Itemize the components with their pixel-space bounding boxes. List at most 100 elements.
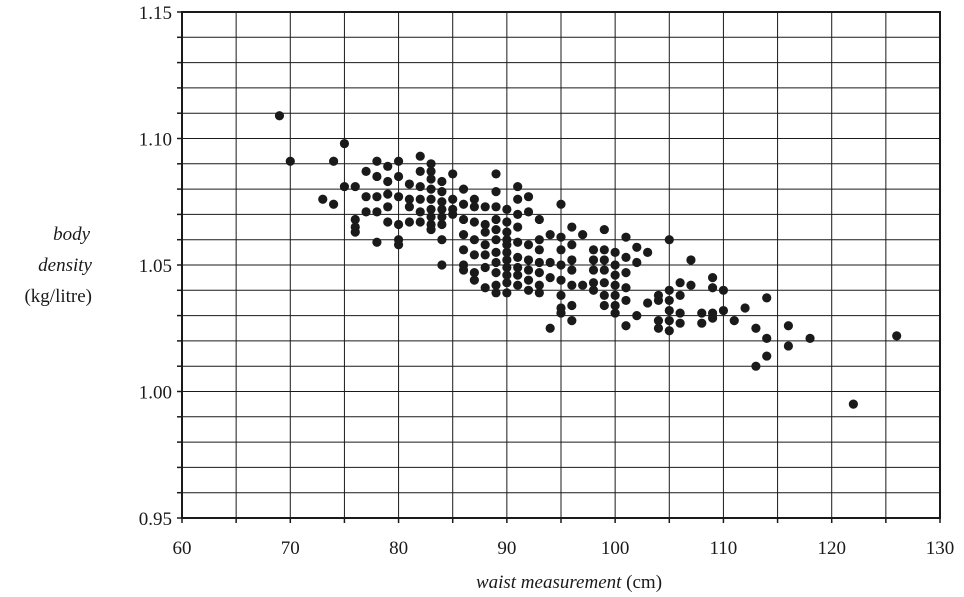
data-point [556, 199, 566, 209]
x-tick-label: 120 [817, 538, 846, 559]
data-point [513, 280, 523, 290]
data-point [599, 278, 609, 288]
data-point [675, 308, 685, 318]
data-point [643, 298, 653, 308]
data-point [588, 285, 599, 295]
data-point [632, 242, 642, 252]
data-point [513, 181, 523, 192]
data-point [502, 278, 512, 288]
data-point [350, 214, 360, 225]
y-axis-title-unit: (kg/litre) [24, 286, 92, 307]
data-point [404, 217, 414, 227]
data-point [372, 156, 382, 166]
data-point [437, 235, 447, 245]
data-point [513, 194, 523, 204]
y-axis-title-line1: body [53, 224, 91, 245]
data-point [480, 227, 490, 237]
data-point [621, 252, 631, 263]
data-point [664, 235, 674, 245]
data-point [491, 169, 501, 179]
data-point [534, 288, 544, 298]
data-point [740, 303, 750, 313]
y-tick-label: 1.10 [139, 130, 172, 151]
data-point [415, 151, 425, 161]
data-point [610, 280, 620, 290]
data-point [458, 245, 469, 255]
data-point [610, 247, 620, 257]
x-tick-label: 90 [497, 538, 516, 559]
data-point [491, 267, 501, 278]
data-point [415, 207, 425, 217]
data-point [502, 270, 512, 280]
data-point [762, 351, 772, 361]
data-point [426, 159, 436, 169]
data-point [437, 187, 447, 197]
data-point [848, 399, 858, 409]
data-point [458, 214, 469, 225]
data-point [469, 235, 479, 245]
x-tick-label: 60 [173, 538, 192, 559]
data-point [805, 333, 815, 343]
data-point [556, 290, 566, 300]
data-point [480, 202, 490, 212]
data-point [762, 293, 772, 303]
data-point [415, 181, 425, 192]
data-point [556, 245, 566, 255]
data-point [578, 230, 588, 240]
y-tick-label: 1.05 [139, 256, 172, 277]
data-point [480, 262, 490, 273]
x-tick-label: 70 [281, 538, 300, 559]
data-point [426, 204, 436, 214]
data-point [404, 194, 414, 204]
x-axis-title-unit: (cm) [626, 572, 662, 593]
data-point [545, 323, 555, 333]
data-point [599, 224, 609, 235]
data-point [372, 207, 382, 217]
data-point [393, 219, 404, 230]
data-point [361, 207, 371, 217]
data-point [383, 202, 393, 212]
axis-ticks [177, 11, 941, 523]
data-point [610, 308, 620, 318]
data-point [632, 257, 642, 268]
data-point [383, 176, 393, 187]
data-point [426, 166, 436, 176]
data-point [610, 260, 620, 270]
x-axis-title: waist measurement (cm) [476, 572, 662, 593]
data-point [350, 227, 360, 237]
data-point [458, 230, 469, 240]
data-point [437, 212, 447, 222]
data-point [664, 285, 674, 295]
data-point [567, 300, 577, 311]
data-point [329, 199, 339, 209]
data-point [437, 197, 447, 207]
data-point [599, 290, 609, 300]
data-point [448, 209, 458, 219]
data-point [762, 333, 772, 343]
data-point [534, 267, 544, 278]
chart-grid [182, 12, 940, 518]
data-point [480, 240, 490, 250]
data-point [426, 184, 436, 194]
data-point [523, 285, 534, 295]
data-point [523, 275, 534, 285]
y-tick-label: 1.00 [139, 383, 172, 404]
data-point [686, 255, 696, 265]
data-point [469, 250, 479, 260]
data-point [458, 265, 469, 275]
data-point [480, 283, 490, 293]
data-point [621, 267, 631, 278]
data-point [567, 316, 577, 326]
data-point [567, 280, 577, 290]
data-point [599, 300, 609, 311]
data-point [404, 179, 414, 189]
data-point [513, 222, 523, 232]
data-point [437, 204, 447, 214]
data-point [491, 224, 501, 235]
data-point [751, 323, 761, 333]
plot-area-frame [181, 11, 941, 519]
data-point [502, 247, 512, 257]
data-point [469, 194, 479, 204]
data-point [578, 280, 588, 290]
data-point [523, 265, 534, 275]
